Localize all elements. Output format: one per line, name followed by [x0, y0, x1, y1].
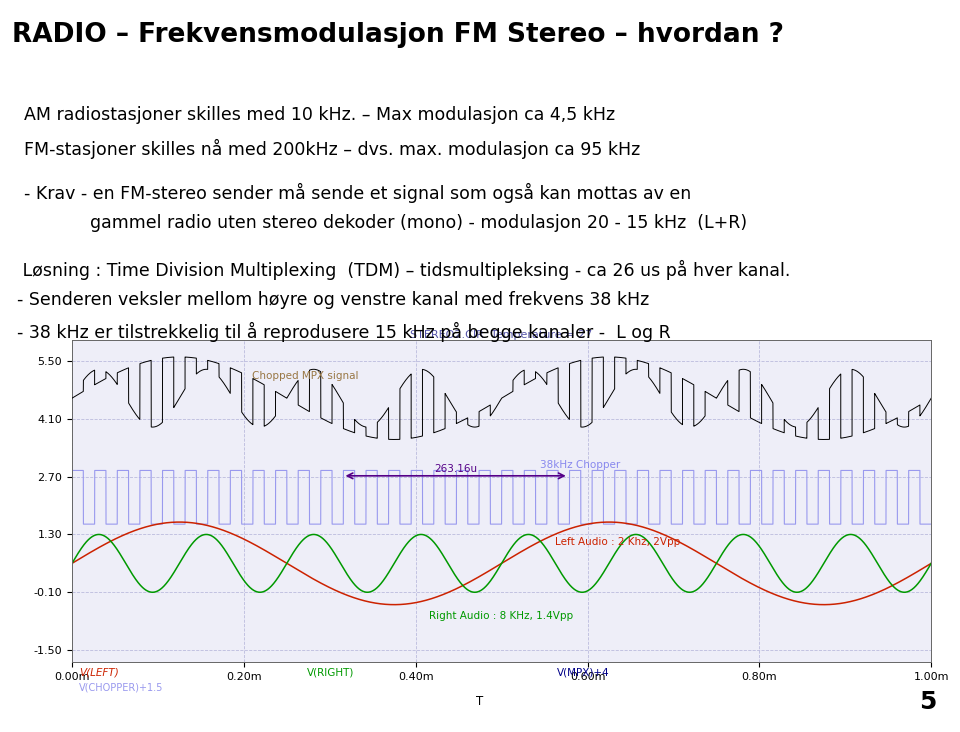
Text: 38kHz Chopper: 38kHz Chopper: [540, 460, 620, 470]
Text: gammel radio uten stereo dekoder (mono) - modulasjon 20 - 15 kHz  (L+R): gammel radio uten stereo dekoder (mono) …: [24, 214, 747, 232]
Title: STEREO2.CIR  Temperature = 27: STEREO2.CIR Temperature = 27: [411, 329, 592, 340]
Text: Left Audio : 2 Khz, 2Vpp: Left Audio : 2 Khz, 2Vpp: [555, 537, 680, 547]
Text: V(MPX)+4: V(MPX)+4: [557, 668, 610, 678]
Text: Løsning : Time Division Multiplexing  (TDM) – tidsmultipleksing - ca 26 us på hv: Løsning : Time Division Multiplexing (TD…: [17, 260, 791, 280]
Text: V(RIGHT): V(RIGHT): [307, 668, 354, 678]
Text: - Senderen veksler mellom høyre og venstre kanal med frekvens 38 kHz: - Senderen veksler mellom høyre og venst…: [17, 291, 650, 310]
Text: AM radiostasjoner skilles med 10 kHz. – Max modulasjon ca 4,5 kHz: AM radiostasjoner skilles med 10 kHz. – …: [24, 106, 615, 124]
Text: - Krav - en FM-stereo sender må sende et signal som også kan mottas av en: - Krav - en FM-stereo sender må sende et…: [24, 183, 691, 203]
Text: 5: 5: [919, 690, 936, 714]
Text: FM-stasjoner skilles nå med 200kHz – dvs. max. modulasjon ca 95 kHz: FM-stasjoner skilles nå med 200kHz – dvs…: [24, 139, 640, 159]
Text: V(CHOPPER)+1.5: V(CHOPPER)+1.5: [79, 682, 163, 692]
Text: Chopped MPX signal: Chopped MPX signal: [252, 371, 359, 381]
Text: 263.16u: 263.16u: [434, 464, 477, 474]
Text: Right Audio : 8 KHz, 1.4Vpp: Right Audio : 8 KHz, 1.4Vpp: [428, 610, 573, 621]
Text: V(LEFT): V(LEFT): [79, 668, 118, 678]
Text: RADIO – Frekvensmodulasjon FM Stereo – hvordan ?: RADIO – Frekvensmodulasjon FM Stereo – h…: [12, 22, 783, 48]
Text: T: T: [476, 695, 484, 709]
Text: - 38 kHz er tilstrekkelig til å reprodusere 15 kHz på begge kanaler -  L og R: - 38 kHz er tilstrekkelig til å reprodus…: [17, 322, 671, 342]
